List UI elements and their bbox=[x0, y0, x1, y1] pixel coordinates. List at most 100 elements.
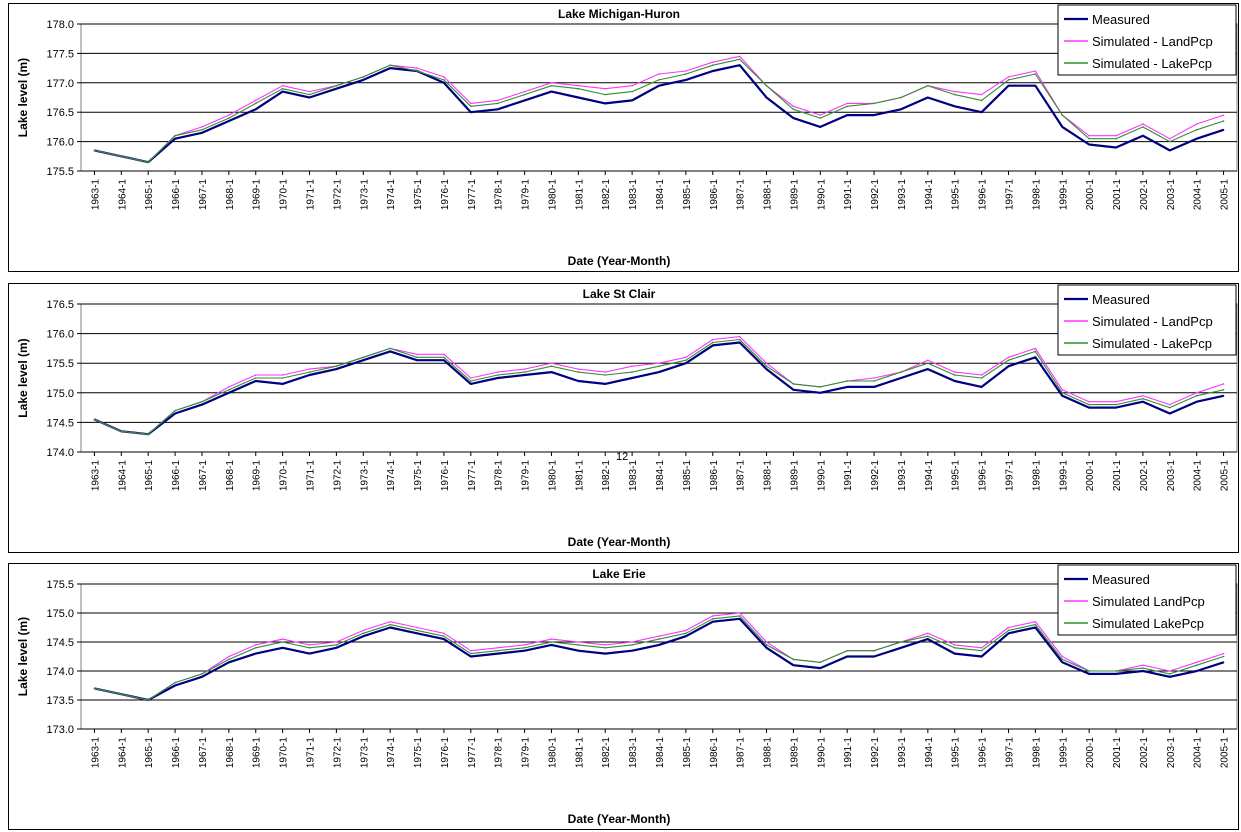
data-point bbox=[550, 365, 553, 367]
data-point bbox=[738, 55, 741, 58]
data-point bbox=[1142, 123, 1144, 125]
data-point bbox=[335, 87, 338, 90]
data-point bbox=[1034, 73, 1037, 75]
chart-svg-michigan-huron: 175.5 176.0 176.5 177.0 177.5 178.0 1963-1 1964… bbox=[16, 4, 1238, 268]
data-point bbox=[685, 73, 687, 75]
data-point bbox=[1195, 664, 1198, 666]
data-point bbox=[362, 356, 365, 359]
x-tick-label: 1991-1 bbox=[843, 460, 854, 492]
legend-label: Simulated LakePcp bbox=[1092, 616, 1204, 631]
x-tick-label: 1984-1 bbox=[655, 179, 666, 211]
data-point bbox=[470, 380, 472, 382]
x-tick-label: 1983-1 bbox=[628, 460, 639, 492]
data-point bbox=[120, 430, 123, 433]
x-tick-label: 1987-1 bbox=[736, 737, 747, 769]
x-tick-label: 2002-1 bbox=[1139, 179, 1150, 211]
data-point bbox=[819, 661, 822, 664]
data-point bbox=[577, 371, 580, 373]
x-tick-label: 1964-1 bbox=[117, 737, 128, 769]
data-point bbox=[308, 90, 311, 93]
data-point bbox=[685, 362, 687, 364]
data-point bbox=[658, 73, 660, 75]
x-tick-label: 1975-1 bbox=[413, 179, 424, 211]
x-tick-label: 2005-1 bbox=[1220, 737, 1231, 769]
data-point bbox=[416, 67, 418, 69]
chart-title: Lake Erie bbox=[592, 567, 646, 581]
data-point bbox=[550, 371, 553, 373]
data-point bbox=[335, 641, 338, 643]
data-point bbox=[1034, 350, 1037, 353]
data-point bbox=[953, 105, 956, 108]
y-tick-label: 174.5 bbox=[46, 637, 74, 649]
x-tick-label: 1966-1 bbox=[171, 737, 182, 769]
data-point bbox=[1115, 403, 1117, 406]
x-tick-label: 1992-1 bbox=[870, 179, 881, 211]
y-tick-label: 175.0 bbox=[46, 608, 74, 620]
data-point bbox=[631, 90, 633, 93]
data-point bbox=[631, 644, 633, 646]
x-tick-label: 1995-1 bbox=[951, 179, 962, 211]
data-point bbox=[738, 338, 741, 341]
data-point bbox=[1034, 70, 1037, 72]
data-point bbox=[900, 96, 902, 99]
y-tick-label: 176.0 bbox=[46, 137, 74, 149]
data-point bbox=[254, 380, 257, 382]
data-point bbox=[819, 117, 822, 119]
data-point bbox=[416, 629, 418, 632]
data-point bbox=[201, 129, 203, 131]
data-point bbox=[792, 105, 795, 108]
data-point bbox=[443, 353, 445, 356]
data-point bbox=[927, 368, 929, 370]
data-point bbox=[174, 137, 176, 140]
data-point bbox=[980, 93, 983, 96]
x-tick-label: 2003-1 bbox=[1166, 737, 1177, 769]
data-point bbox=[496, 102, 499, 105]
data-point bbox=[765, 647, 768, 649]
x-tick-label: 1970-1 bbox=[279, 737, 290, 769]
x-tick-label: 1989-1 bbox=[789, 460, 800, 492]
data-point bbox=[711, 618, 714, 620]
data-point bbox=[335, 84, 338, 87]
data-point bbox=[873, 380, 875, 382]
data-point bbox=[174, 134, 176, 137]
x-tick-label: 2005-1 bbox=[1220, 179, 1231, 211]
data-point bbox=[496, 108, 499, 111]
x-tick-label: 1981-1 bbox=[574, 460, 585, 492]
y-tick-label: 176.5 bbox=[46, 107, 74, 119]
data-point bbox=[980, 386, 983, 388]
x-tick-label: 1976-1 bbox=[440, 179, 451, 211]
x-tick-label: 1987-1 bbox=[736, 460, 747, 492]
data-point bbox=[1195, 394, 1198, 397]
x-tick-label: 2004-1 bbox=[1193, 460, 1204, 492]
data-point bbox=[1088, 403, 1090, 406]
data-point bbox=[738, 335, 741, 338]
data-point bbox=[470, 383, 472, 385]
data-point bbox=[631, 99, 633, 102]
legend-label: Measured bbox=[1092, 572, 1150, 587]
x-tick-label: 1969-1 bbox=[252, 179, 263, 211]
data-point bbox=[254, 108, 257, 111]
x-tick-label: 1995-1 bbox=[951, 460, 962, 492]
data-point bbox=[765, 368, 768, 370]
x-tick-label: 1985-1 bbox=[682, 179, 693, 211]
x-tick-label: 1985-1 bbox=[682, 737, 693, 769]
x-tick-label: 1973-1 bbox=[359, 460, 370, 492]
data-point bbox=[1195, 400, 1198, 403]
legend-label: Simulated - LakePcp bbox=[1092, 336, 1212, 351]
x-tick-label: 1974-1 bbox=[386, 737, 397, 769]
data-point bbox=[254, 99, 257, 102]
legend-label: Measured bbox=[1092, 12, 1150, 27]
data-point bbox=[496, 374, 499, 376]
x-tick-label: 1968-1 bbox=[225, 737, 236, 769]
data-point bbox=[201, 400, 203, 403]
x-tick-label: 1971-1 bbox=[306, 179, 317, 211]
data-point bbox=[389, 347, 391, 350]
data-point bbox=[1142, 667, 1144, 669]
data-point bbox=[577, 84, 580, 87]
data-point bbox=[496, 371, 499, 373]
y-tick-label: 175.0 bbox=[46, 388, 74, 400]
data-point bbox=[308, 644, 311, 646]
data-point bbox=[900, 108, 902, 111]
data-point bbox=[658, 362, 660, 364]
data-point bbox=[631, 365, 633, 367]
